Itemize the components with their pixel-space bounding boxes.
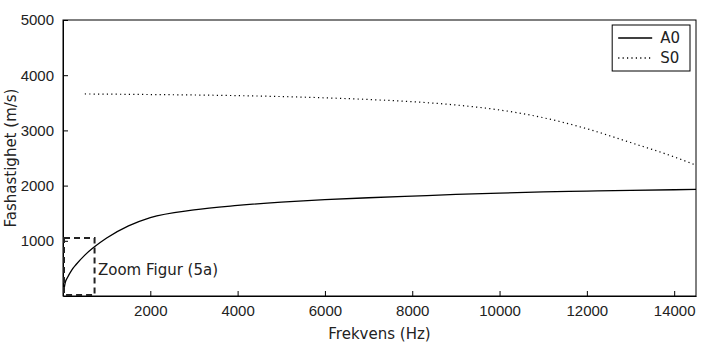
y-tick-label: 2000 xyxy=(21,177,54,194)
y-tick-mark xyxy=(63,20,68,21)
x-tick-label: 8000 xyxy=(396,302,429,319)
x-tick: 12000 xyxy=(567,291,609,319)
legend: A0S0 xyxy=(612,25,690,71)
legend-item: A0 xyxy=(618,29,680,47)
x-tick-mark xyxy=(674,291,675,296)
x-tick-label: 6000 xyxy=(309,302,342,319)
y-tick-label: 3000 xyxy=(21,122,54,139)
x-tick-label: 14000 xyxy=(654,302,696,319)
legend-label: S0 xyxy=(660,49,679,67)
series-line xyxy=(63,189,696,296)
y-tick-mark xyxy=(63,75,68,76)
x-tick: 8000 xyxy=(396,291,429,319)
x-axis-title: Frekvens (Hz) xyxy=(328,325,430,343)
y-tick: 1000 xyxy=(21,232,68,249)
x-axis: 2000 4000 6000 8000 10000 12000 14000 xyxy=(64,291,697,319)
y-axis: 1000 2000 3000 4000 5000 xyxy=(21,11,68,296)
y-axis-title: Fashastighet (m/s) xyxy=(2,89,20,228)
y-tick: 4000 xyxy=(21,67,68,84)
x-tick-mark xyxy=(325,291,326,296)
y-tick-label: 5000 xyxy=(21,11,54,28)
x-tick: 14000 xyxy=(654,291,696,319)
y-axis-line xyxy=(63,21,64,297)
annotation: Zoom Figur (5a) xyxy=(98,261,218,279)
legend-label: A0 xyxy=(660,29,680,47)
x-tick-label: 4000 xyxy=(221,302,254,319)
x-tick: 6000 xyxy=(309,291,342,319)
x-tick-mark xyxy=(412,291,413,296)
legend-item: S0 xyxy=(618,49,679,67)
chart: 2000 4000 6000 8000 10000 12000 14000 1000 2000 3… xyxy=(0,0,710,347)
x-tick-mark xyxy=(150,291,151,296)
legend-box xyxy=(612,25,690,71)
x-tick-mark xyxy=(238,291,239,296)
x-tick: 10000 xyxy=(479,291,521,319)
y-tick-label: 1000 xyxy=(21,232,54,249)
y-tick-mark xyxy=(63,130,68,131)
y-tick-mark xyxy=(63,186,68,187)
plot-frame xyxy=(63,20,696,296)
x-tick-mark xyxy=(500,291,501,296)
x-tick: 2000 xyxy=(134,291,167,319)
y-tick-label: 4000 xyxy=(21,67,54,84)
x-tick-label: 12000 xyxy=(567,302,609,319)
series-line xyxy=(85,94,696,165)
y-tick: 5000 xyxy=(21,11,68,28)
x-tick-label: 10000 xyxy=(479,302,521,319)
x-tick-label: 2000 xyxy=(134,302,167,319)
x-tick-mark xyxy=(587,291,588,296)
lines xyxy=(63,94,696,296)
y-tick: 3000 xyxy=(21,122,68,139)
zoom-box xyxy=(64,238,95,295)
x-axis-line xyxy=(64,296,697,297)
legend-swatch xyxy=(618,37,652,38)
plot: 2000 4000 6000 8000 10000 12000 14000 1000 2000 3… xyxy=(21,11,697,318)
y-tick: 2000 xyxy=(21,177,68,194)
x-tick: 4000 xyxy=(221,291,254,319)
legend-swatch xyxy=(618,57,652,58)
